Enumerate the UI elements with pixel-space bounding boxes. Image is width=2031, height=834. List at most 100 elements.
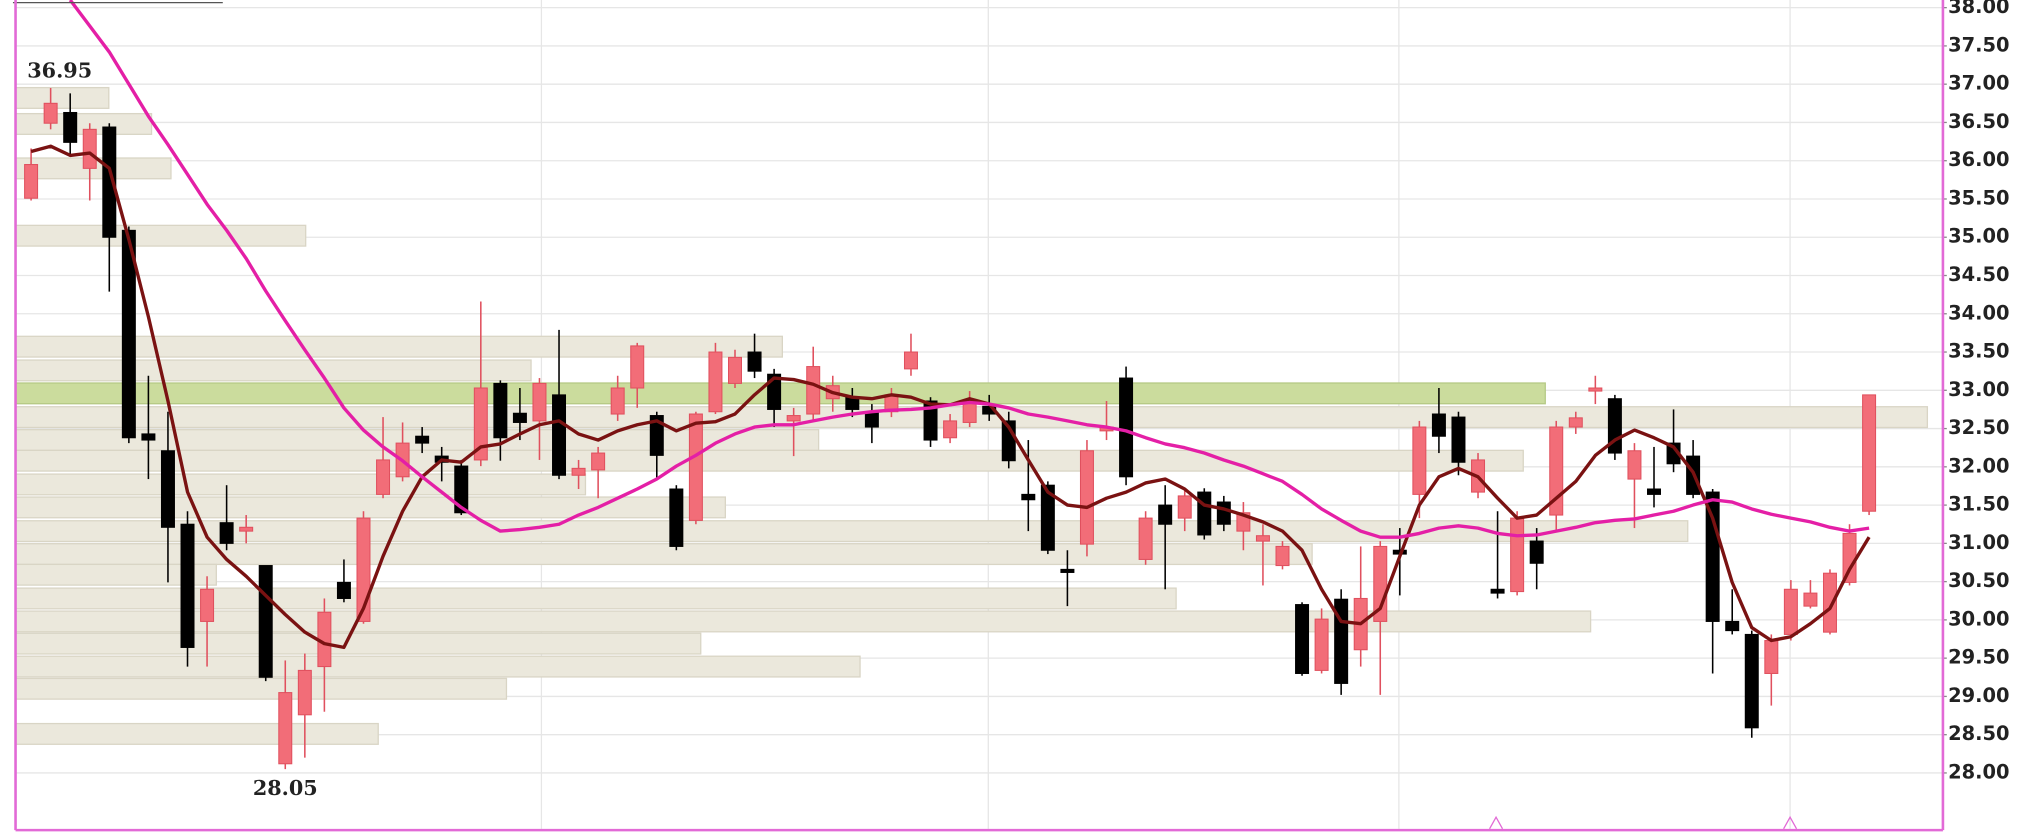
y-tick-label: 37.00 [1948, 72, 2009, 95]
moving-averages [30, 0, 1871, 650]
candle-body [1510, 517, 1525, 593]
candle-body [747, 351, 762, 372]
candle-body [1119, 377, 1134, 478]
volume-bar [14, 655, 861, 678]
volume-bar [14, 496, 727, 519]
candle-body [1177, 495, 1192, 519]
y-tick-label: 28.50 [1948, 722, 2009, 745]
candle-body [1255, 535, 1270, 542]
volume-bar [14, 359, 532, 382]
y-tick-label: 29.00 [1948, 684, 2009, 707]
candle-body [1431, 413, 1446, 437]
candle-body [1138, 517, 1153, 560]
candle-body [160, 450, 175, 528]
event-marker [1489, 815, 1504, 830]
candle-body [1568, 417, 1583, 428]
candle-body [1197, 491, 1212, 536]
candle-body [493, 382, 508, 439]
candle-body [552, 394, 567, 476]
y-tick-label: 32.00 [1948, 454, 2009, 477]
candle-body [43, 102, 58, 124]
candle-body [63, 111, 78, 143]
candle-body [1079, 450, 1094, 545]
y-tick-label: 35.00 [1948, 225, 2009, 248]
volume-bar [14, 449, 1524, 472]
candle-body [708, 351, 723, 413]
candle-body [806, 366, 821, 415]
candle-body [1822, 572, 1837, 633]
y-tick-label: 33.50 [1948, 340, 2009, 363]
y-tick-label: 35.50 [1948, 186, 2009, 209]
volume-bar [14, 677, 508, 700]
volume-bar [14, 86, 110, 109]
candle-body [415, 435, 430, 444]
candle-body [1529, 540, 1544, 564]
candle-body [219, 522, 234, 544]
candle-body [571, 467, 586, 476]
candle-body [180, 523, 195, 648]
candle-body [24, 164, 39, 199]
y-tick-label: 30.00 [1948, 607, 2009, 630]
candle-body [1803, 592, 1818, 607]
volume-bar [14, 473, 587, 496]
low-annotation: 28.05 [253, 776, 318, 800]
candle-body [121, 229, 136, 439]
candle-body [1314, 618, 1329, 671]
candle-body [728, 356, 742, 384]
candle-body [943, 420, 958, 439]
candle-body [512, 412, 527, 423]
candle-body [610, 387, 625, 415]
y-tick-label: 37.50 [1948, 33, 2009, 56]
y-tick-label: 31.00 [1948, 531, 2009, 554]
candle-body [1783, 588, 1798, 635]
candle-body [1647, 488, 1661, 495]
candle-body [864, 411, 879, 428]
candle-body [200, 588, 215, 622]
candle-body [1549, 426, 1564, 516]
candle-body [767, 373, 782, 410]
candle-body [1295, 604, 1310, 674]
moving-average-line [68, 0, 1870, 539]
candle-body [1060, 568, 1075, 573]
event-marker [1783, 815, 1798, 830]
candle-body [1725, 620, 1740, 632]
y-tick-label: 34.00 [1948, 301, 2009, 324]
candle-body [297, 669, 312, 716]
candle-body [336, 581, 351, 599]
candle-body [532, 382, 547, 422]
y-tick-label: 38.00 [1948, 0, 2009, 18]
y-tick-label: 33.00 [1948, 378, 2009, 401]
high-annotation: 36.95 [27, 59, 92, 83]
volume-bar [14, 224, 307, 247]
axis: 28.00 28.50 29.00 29.50 30.00 30.50 31.00 31.50… [27, 0, 2009, 800]
candle-body [82, 128, 97, 169]
candle-body [1040, 484, 1055, 551]
candle-body [1744, 633, 1759, 729]
candle-body [923, 400, 938, 441]
candle-body [102, 126, 117, 238]
candle-body [278, 692, 293, 765]
candle-body [1627, 450, 1642, 480]
candle-body [591, 452, 606, 471]
candle-body [454, 465, 469, 514]
y-tick-label: 31.50 [1948, 493, 2009, 516]
y-tick-label: 36.50 [1948, 110, 2009, 133]
candle-body [376, 459, 391, 495]
candle-body [1412, 426, 1427, 495]
candle-body [1490, 588, 1505, 594]
volume-bar [14, 632, 702, 655]
candle-body [1764, 640, 1779, 674]
volume-bar [14, 543, 1313, 566]
y-tick-label: 28.00 [1948, 760, 2009, 783]
candle-body [1275, 545, 1290, 567]
y-tick-label: 30.50 [1948, 569, 2009, 592]
candle-body [688, 413, 703, 521]
candle-body [258, 565, 273, 678]
candle-body [1216, 501, 1231, 525]
candle-body [669, 488, 684, 547]
candle-body [786, 415, 801, 422]
y-tick-label: 36.00 [1948, 148, 2009, 171]
candle-body [1021, 493, 1036, 501]
